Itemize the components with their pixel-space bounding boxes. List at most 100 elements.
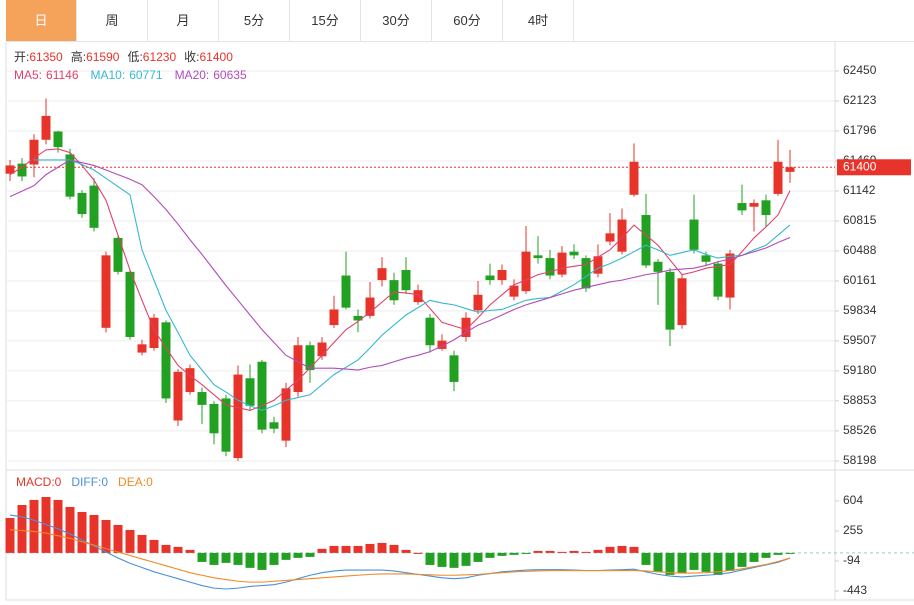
macd-bar bbox=[245, 552, 255, 568]
macd-bar bbox=[173, 546, 183, 553]
macd-bar bbox=[593, 549, 603, 553]
candle-body bbox=[41, 115, 51, 140]
macd-bar bbox=[329, 545, 339, 553]
y-tick-label: 604 bbox=[843, 493, 863, 507]
macd-bar bbox=[77, 511, 87, 553]
period-tab[interactable]: 15分 bbox=[290, 0, 361, 41]
info-value: 61350 bbox=[29, 50, 63, 64]
macd-bar bbox=[365, 543, 375, 553]
legend-label: MA20: bbox=[175, 68, 210, 82]
candle-body bbox=[89, 185, 99, 228]
macd-bar bbox=[569, 550, 579, 553]
period-tab[interactable]: 60分 bbox=[432, 0, 503, 41]
y-tick-label: 59834 bbox=[843, 303, 877, 317]
candle-body bbox=[125, 271, 135, 337]
macd-bar bbox=[461, 552, 471, 566]
candle-body bbox=[317, 342, 327, 357]
macd-bar bbox=[473, 552, 483, 562]
macd-bar bbox=[437, 552, 447, 567]
candle-body bbox=[773, 161, 783, 194]
candle-body bbox=[341, 275, 351, 308]
macd-bar bbox=[557, 551, 567, 553]
candle-body bbox=[785, 167, 795, 172]
macd-bar bbox=[737, 552, 747, 567]
candle-body bbox=[677, 278, 687, 326]
macd-bar bbox=[65, 506, 75, 553]
macd-bar bbox=[485, 552, 495, 558]
candle-body bbox=[401, 270, 411, 291]
candle-body bbox=[653, 261, 663, 272]
candle-body bbox=[389, 280, 399, 301]
macd-bar bbox=[497, 552, 507, 556]
macd-bar bbox=[389, 544, 399, 553]
period-tab[interactable]: 日 bbox=[6, 0, 77, 41]
period-tab[interactable]: 30分 bbox=[361, 0, 432, 41]
legend-value: 0 bbox=[55, 475, 62, 489]
candle-body bbox=[557, 252, 567, 275]
y-tick-label: 61142 bbox=[843, 183, 876, 197]
last-price-tag bbox=[837, 159, 911, 176]
candle-body bbox=[713, 263, 723, 297]
candle-body bbox=[641, 214, 651, 266]
y-tick-label: 62450 bbox=[843, 63, 877, 77]
candle-body bbox=[17, 163, 27, 177]
macd-bar bbox=[713, 552, 723, 575]
candle-body bbox=[497, 270, 507, 281]
candle-body bbox=[413, 290, 423, 303]
macd-line bbox=[9, 514, 791, 590]
macd-bar bbox=[785, 552, 795, 554]
candle-body bbox=[737, 203, 747, 211]
candle-body bbox=[185, 368, 195, 393]
candle-body bbox=[281, 388, 291, 441]
candle-body bbox=[293, 345, 303, 393]
candle-body bbox=[473, 294, 483, 311]
info-label: 收: bbox=[184, 50, 199, 64]
macd-bar bbox=[221, 552, 231, 563]
candle-body bbox=[5, 165, 15, 174]
candle-body bbox=[197, 392, 207, 405]
macd-bar bbox=[257, 552, 267, 570]
candle-body bbox=[629, 161, 639, 195]
candle-body bbox=[305, 345, 315, 371]
macd-bar bbox=[137, 534, 147, 553]
macd-bar bbox=[281, 552, 291, 560]
macd-bar bbox=[761, 552, 771, 558]
candle-body bbox=[449, 355, 459, 382]
y-tick-label: 58526 bbox=[843, 423, 877, 437]
last-price-label: 61400 bbox=[843, 159, 877, 173]
macd-bar bbox=[749, 552, 759, 562]
macd-bar bbox=[605, 546, 615, 553]
y-tick-label: 61796 bbox=[843, 123, 877, 137]
macd-bar bbox=[161, 544, 171, 553]
macd-bar bbox=[677, 552, 687, 573]
period-tabs: 日周月 5分 15分 30分 60分 4时 bbox=[6, 0, 914, 42]
macd-bar bbox=[617, 545, 627, 553]
candle-body bbox=[533, 255, 543, 259]
ma-line bbox=[9, 148, 791, 411]
y-tick-label: 255 bbox=[843, 523, 863, 537]
y-tick-label: 60161 bbox=[843, 273, 877, 287]
candle-body bbox=[485, 275, 495, 281]
period-tab[interactable]: 5分 bbox=[219, 0, 290, 41]
candle-body bbox=[53, 131, 63, 148]
macd-bar bbox=[269, 552, 279, 565]
period-tab[interactable]: 月 bbox=[148, 0, 219, 41]
legend-label: MA5: bbox=[14, 68, 42, 82]
period-tab[interactable]: 4时 bbox=[503, 0, 574, 41]
candle-body bbox=[161, 322, 171, 399]
info-value: 61590 bbox=[86, 50, 120, 64]
macd-bar bbox=[53, 499, 63, 553]
y-tick-label: 58853 bbox=[843, 393, 877, 407]
candle-body bbox=[593, 256, 603, 274]
period-tab[interactable]: 周 bbox=[77, 0, 148, 41]
candle-body bbox=[209, 403, 219, 434]
legend-value: 60635 bbox=[213, 68, 247, 82]
macd-bar bbox=[665, 552, 675, 575]
macd-bar bbox=[449, 552, 459, 568]
legend-label: DIFF: bbox=[71, 475, 101, 489]
candle-body bbox=[749, 203, 759, 207]
y-tick-label: 59507 bbox=[843, 333, 877, 347]
candle-body bbox=[221, 398, 231, 452]
candle-body bbox=[173, 371, 183, 421]
